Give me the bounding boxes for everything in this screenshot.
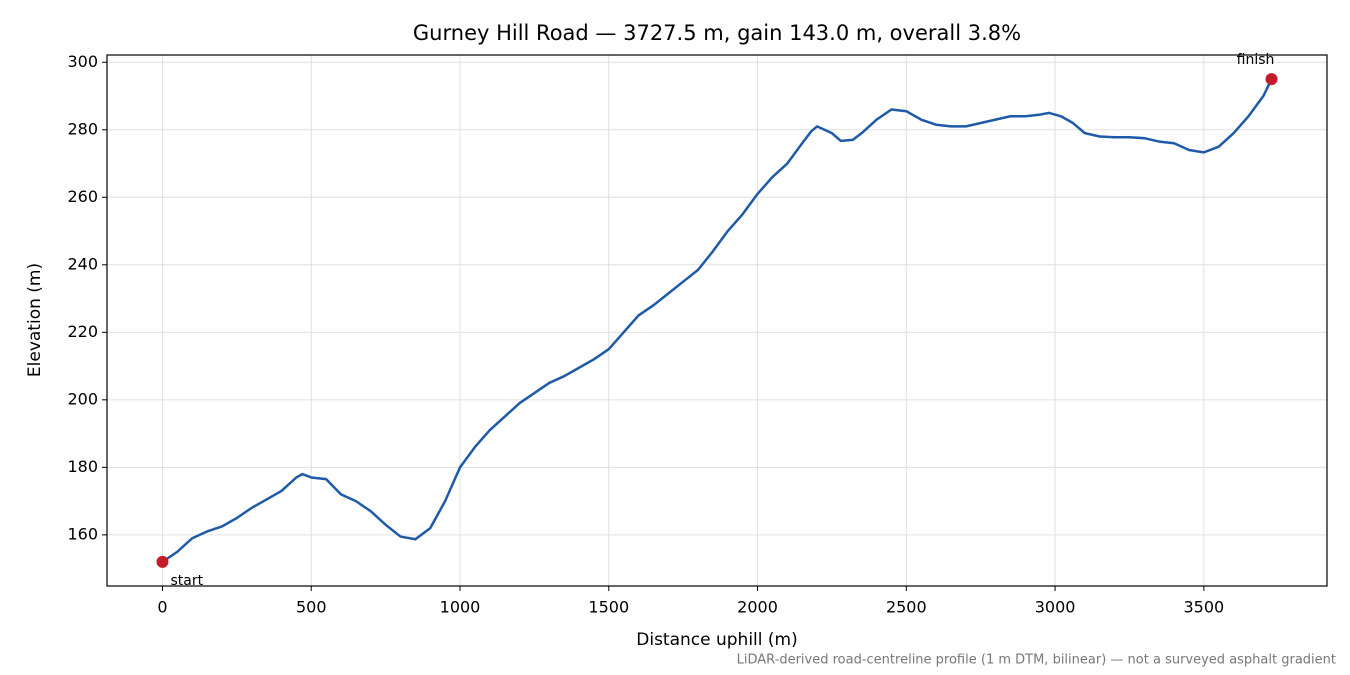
y-tick-label: 220 (67, 322, 98, 341)
x-tick-label: 0 (157, 598, 167, 617)
y-tick-label: 200 (67, 389, 98, 408)
endpoint-label: start (170, 573, 203, 589)
x-tick-label: 3500 (1183, 598, 1224, 617)
x-tick-label: 1000 (440, 598, 481, 617)
y-axis-label: Elevation (m) (25, 263, 45, 377)
x-tick-label: 500 (296, 598, 327, 617)
x-tick-label: 2500 (886, 598, 927, 617)
plot-frame (106, 54, 1328, 587)
y-tick-label: 160 (67, 524, 98, 543)
y-tick-label: 180 (67, 457, 98, 476)
chart-title: Gurney Hill Road — 3727.5 m, gain 143.0 … (413, 21, 1021, 45)
x-tick-label: 1500 (588, 598, 629, 617)
y-tick-label: 260 (67, 187, 98, 206)
endpoint-label: finish (1237, 52, 1275, 68)
y-tick-label: 280 (67, 119, 98, 138)
x-tick-label: 2000 (737, 598, 778, 617)
endpoint-marker (1265, 73, 1278, 86)
y-tick-label: 300 (67, 52, 98, 71)
endpoint-marker (156, 555, 169, 568)
footnote: LiDAR-derived road-centreline profile (1… (737, 653, 1336, 668)
y-tick-label: 240 (67, 254, 98, 273)
elevation-line (161, 78, 1273, 563)
x-tick-label: 3000 (1035, 598, 1076, 617)
x-axis-label: Distance uphill (m) (636, 630, 797, 650)
